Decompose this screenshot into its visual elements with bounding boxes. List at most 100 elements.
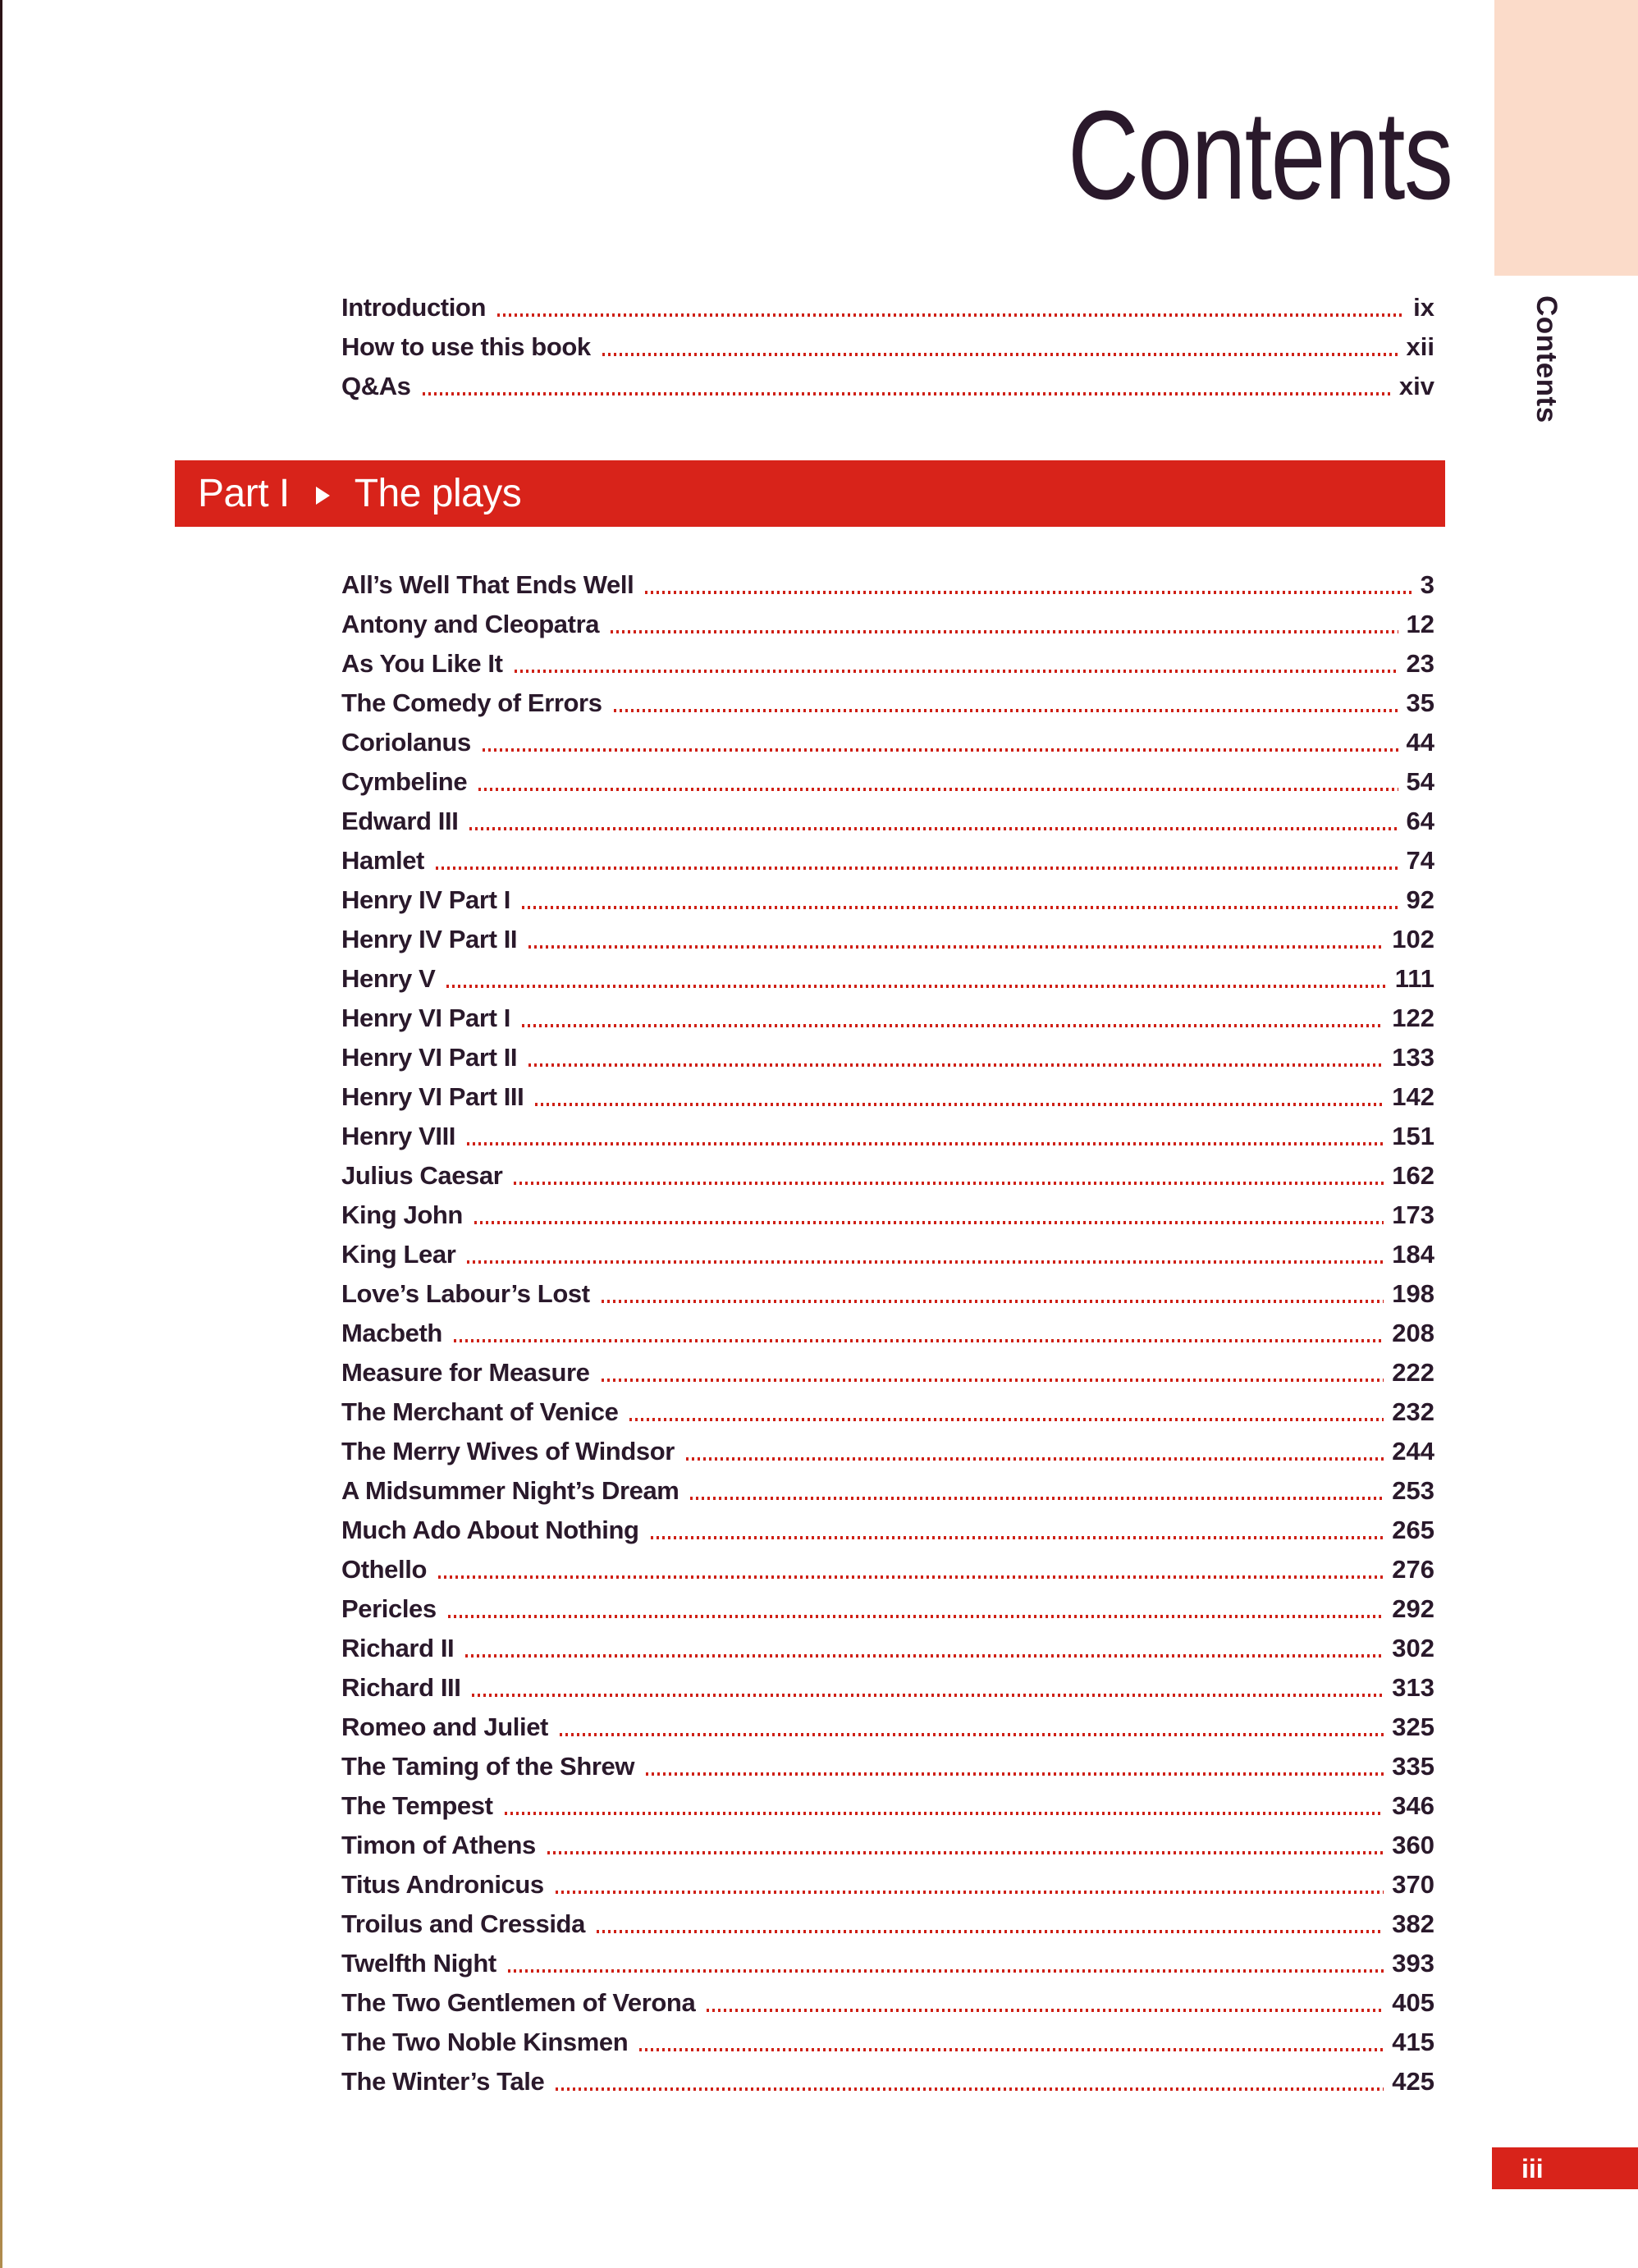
- toc-entry-page-number: 198: [1392, 1278, 1434, 1308]
- toc-entry: Measure for Measure 222: [341, 1348, 1434, 1388]
- toc-entry-title: Q&As: [341, 371, 411, 400]
- dotted-leader: [474, 1221, 1384, 1224]
- toc-entry: Henry VI Part I 122: [341, 994, 1434, 1033]
- toc-entry-page-number: 335: [1392, 1751, 1434, 1781]
- toc-entry-page-number: 12: [1406, 609, 1434, 638]
- toc-entry: Pericles 292: [341, 1584, 1434, 1624]
- toc-entry: Coriolanus 44: [341, 718, 1434, 757]
- toc-entry: Henry IV Part II 102: [341, 915, 1434, 954]
- dotted-leader: [611, 630, 1398, 633]
- toc-entry-title: Hamlet: [341, 845, 424, 875]
- toc-entry-title: Othello: [341, 1554, 427, 1584]
- toc-entry-page-number: 302: [1392, 1633, 1434, 1662]
- toc-entry-title: The Tempest: [341, 1790, 493, 1820]
- toc-entry-page-number: 64: [1406, 806, 1434, 835]
- toc-entry: Othello 276: [341, 1545, 1434, 1584]
- page-number: iii: [1521, 2153, 1544, 2183]
- dotted-leader: [707, 2009, 1384, 2012]
- toc-entry-title: Henry VI Part III: [341, 1081, 524, 1111]
- toc-entry: Henry IV Part I 92: [341, 876, 1434, 915]
- toc-entry-title: Coriolanus: [341, 727, 471, 757]
- dotted-leader: [690, 1497, 1384, 1500]
- sidebar-tab-label: Contents: [1530, 295, 1563, 423]
- toc-entry: Troilus and Cressida 382: [341, 1900, 1434, 1939]
- toc-entry: How to use this book xii: [341, 322, 1434, 362]
- toc-entry-title: The Taming of the Shrew: [341, 1751, 635, 1781]
- toc-entry: King Lear 184: [341, 1230, 1434, 1269]
- toc-entry-title: Antony and Cleopatra: [341, 609, 600, 638]
- toc-entry-title: Introduction: [341, 292, 486, 322]
- toc-entry: The Winter’s Tale 425: [341, 2057, 1434, 2097]
- toc-entry: Henry VI Part III 142: [341, 1072, 1434, 1112]
- toc-entry-title: Titus Andronicus: [341, 1869, 544, 1899]
- toc-entry-page-number: 405: [1392, 1987, 1434, 2017]
- toc-entry: Henry VIII 151: [341, 1112, 1434, 1151]
- toc-entry-page-number: 325: [1392, 1712, 1434, 1741]
- part-banner: Part I The plays: [175, 460, 1445, 527]
- toc-entry-page-number: 265: [1392, 1515, 1434, 1544]
- sidebar-tab-block: [1494, 0, 1638, 276]
- toc-entry-page-number: 102: [1392, 924, 1434, 953]
- toc-entry-page-number: 382: [1392, 1909, 1434, 1938]
- toc-entry-title: Henry VI Part II: [341, 1042, 518, 1072]
- dotted-leader: [528, 945, 1384, 949]
- toc-entry-page-number: xiv: [1398, 371, 1434, 400]
- toc-entry-page-number: 425: [1392, 2066, 1434, 2096]
- toc-entry-page-number: 222: [1392, 1357, 1434, 1387]
- toc-entry-page-number: 360: [1392, 1830, 1434, 1859]
- toc-entry: The Two Noble Kinsmen 415: [341, 2018, 1434, 2057]
- toc-entry-page-number: 3: [1420, 569, 1434, 599]
- toc-entry: Macbeth 208: [341, 1309, 1434, 1348]
- toc-entry-page-number: 133: [1392, 1042, 1434, 1072]
- toc-entry: Introduction ix: [341, 283, 1434, 322]
- toc-entry: Romeo and Juliet 325: [341, 1703, 1434, 1742]
- dotted-leader: [482, 748, 1398, 752]
- toc-entry-title: How to use this book: [341, 332, 591, 361]
- toc-entry-title: Twelfth Night: [341, 1948, 496, 1978]
- toc-entry-title: Henry IV Part I: [341, 885, 510, 914]
- dotted-leader: [437, 1575, 1384, 1579]
- toc-entry: Henry VI Part II 133: [341, 1033, 1434, 1072]
- dotted-leader: [447, 1615, 1384, 1618]
- toc-entry: Julius Caesar 162: [341, 1151, 1434, 1191]
- dotted-leader: [629, 1418, 1384, 1421]
- toc-entry-title: Edward III: [341, 806, 459, 835]
- toc-entry-title: The Two Gentlemen of Verona: [341, 1987, 696, 2017]
- dotted-leader: [521, 906, 1398, 909]
- dotted-leader: [645, 591, 1412, 594]
- page-edge-line: [0, 0, 2, 2268]
- toc-entry-title: Pericles: [341, 1594, 437, 1623]
- dotted-leader: [435, 867, 1398, 870]
- toc-entry: Richard III 313: [341, 1663, 1434, 1703]
- dotted-leader: [596, 1930, 1384, 1933]
- section-title: The plays: [354, 471, 522, 515]
- dotted-leader: [521, 1024, 1384, 1027]
- dotted-leader: [559, 1733, 1384, 1736]
- dotted-leader: [555, 1891, 1384, 1894]
- toc-entry-title: As You Like It: [341, 648, 503, 678]
- toc-entry: All’s Well That Ends Well 3: [341, 560, 1434, 600]
- toc-entry-title: Love’s Labour’s Lost: [341, 1278, 590, 1308]
- toc-entry-page-number: 44: [1406, 727, 1434, 757]
- toc-entry-page-number: 74: [1406, 845, 1434, 875]
- toc-entry-title: Julius Caesar: [341, 1160, 503, 1190]
- dotted-leader: [465, 1654, 1384, 1658]
- toc-entry-title: The Winter’s Tale: [341, 2066, 545, 2096]
- toc-entry-page-number: 313: [1392, 1672, 1434, 1702]
- toc-entry: Twelfth Night 393: [341, 1939, 1434, 1978]
- toc-entry-title: The Merry Wives of Windsor: [341, 1436, 675, 1466]
- toc-entry-title: Richard III: [341, 1672, 461, 1702]
- dotted-leader: [602, 353, 1398, 356]
- toc-entry: The Merry Wives of Windsor 244: [341, 1427, 1434, 1466]
- toc-entry-title: Much Ado About Nothing: [341, 1515, 639, 1544]
- toc-entry-page-number: 111: [1394, 963, 1434, 993]
- toc-entry-page-number: 244: [1392, 1436, 1434, 1466]
- triangle-icon: [315, 486, 330, 505]
- toc-entry-title: Richard II: [341, 1633, 455, 1662]
- toc-entry: The Two Gentlemen of Verona 405: [341, 1978, 1434, 2018]
- toc-entry: Much Ado About Nothing 265: [341, 1506, 1434, 1545]
- toc-entry: Timon of Athens 360: [341, 1821, 1434, 1860]
- toc-entry-title: The Merchant of Venice: [341, 1397, 619, 1426]
- dotted-leader: [504, 1812, 1384, 1815]
